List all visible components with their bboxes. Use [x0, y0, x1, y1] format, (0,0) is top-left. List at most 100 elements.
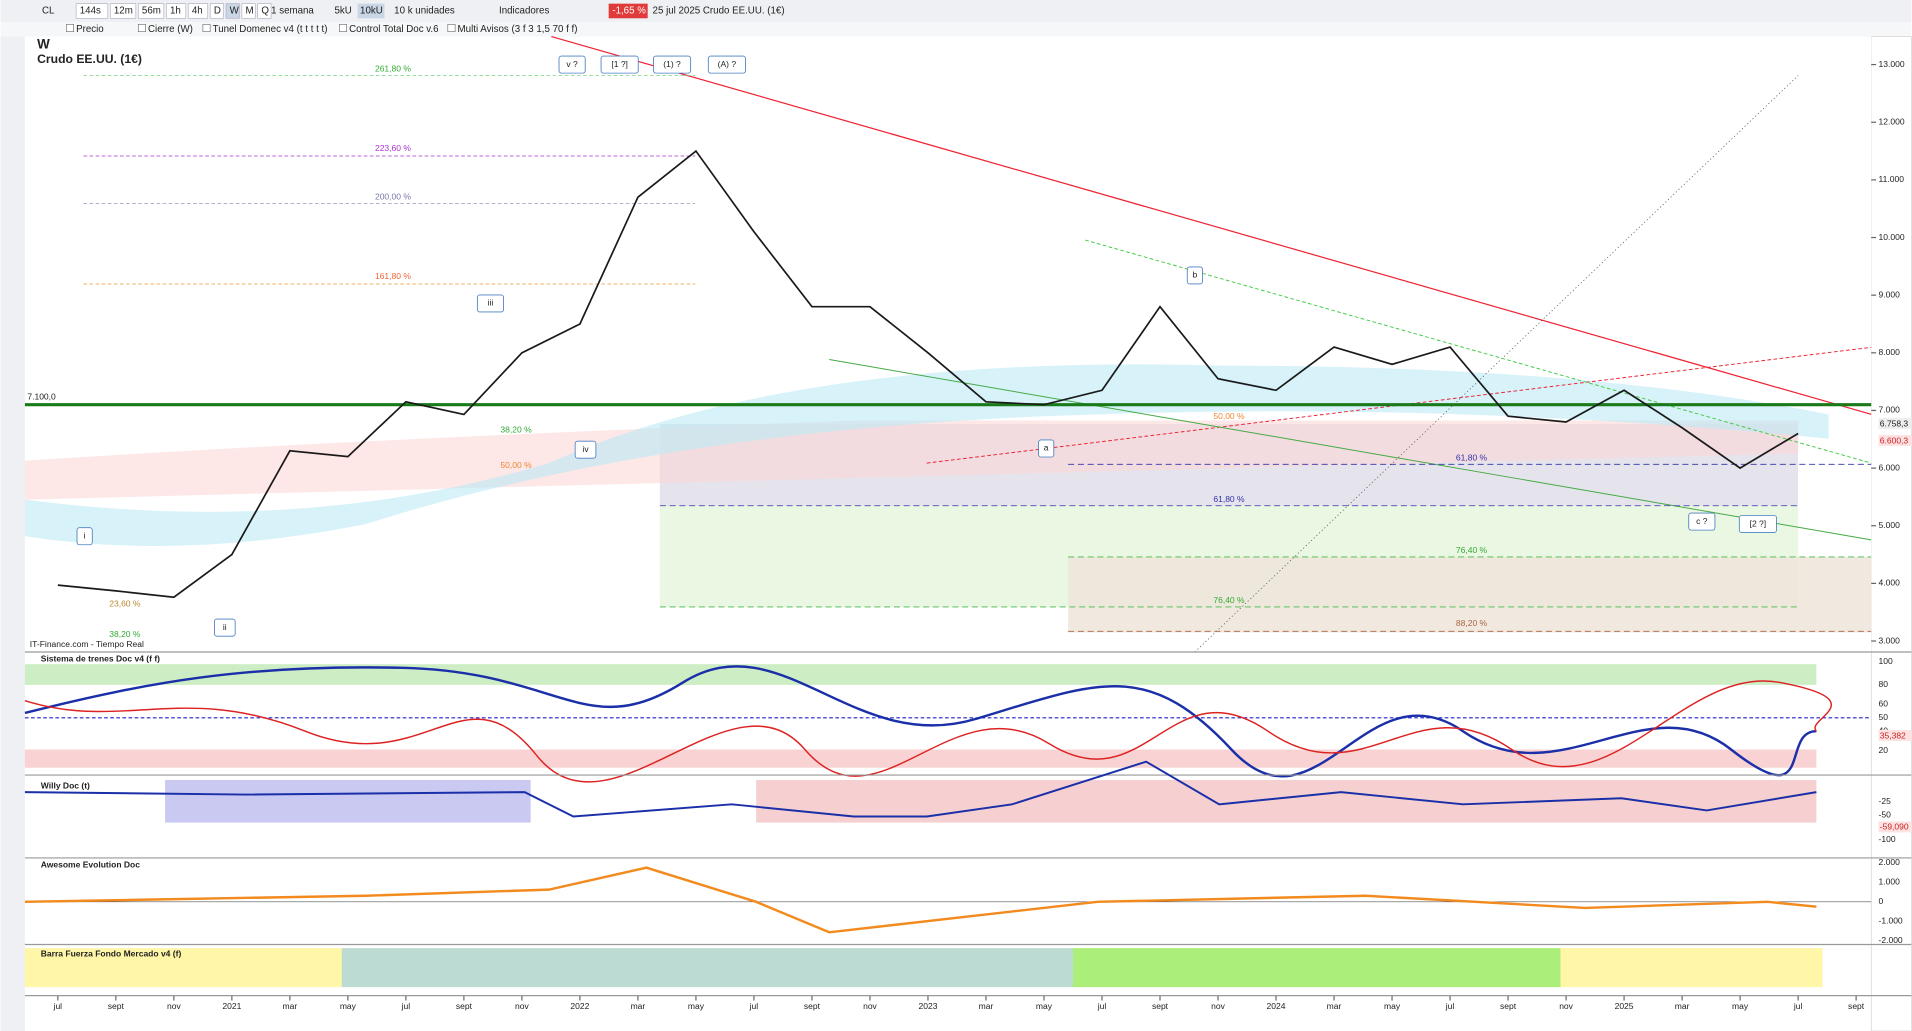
x-tick-label: may: [1384, 1001, 1401, 1011]
panel-tick-label: 60: [1879, 699, 1889, 709]
x-tick-label: jul: [53, 1001, 63, 1011]
indicator-toggle[interactable]: Precio: [76, 24, 104, 35]
x-tick-label: sept: [1500, 1001, 1517, 1011]
y-tick-label: 3.000: [1879, 635, 1901, 645]
price-line-series: [57, 149, 1799, 599]
trendline: [829, 359, 1872, 541]
panel-title: Willy Doc (t): [41, 780, 90, 790]
interval-button: [75, 3, 109, 19]
panel-tick-label: -2.000: [1879, 935, 1903, 945]
unit[interactable]: 5kU: [334, 6, 351, 17]
indicator-toggle[interactable]: Cierre (W): [148, 24, 193, 35]
wave-box: [1688, 512, 1716, 531]
wave-box: [558, 55, 586, 74]
period[interactable]: 1 semana: [271, 6, 314, 17]
interval[interactable]: D: [214, 6, 221, 17]
unit[interactable]: 10kU: [360, 6, 383, 17]
x-tick-label: mar: [1327, 1001, 1342, 1011]
interval[interactable]: Q: [261, 6, 269, 17]
x-tick-label: jul: [749, 1001, 759, 1011]
indicator-toggle[interactable]: Multi Avisos (3 f 3 1,5 70 f f): [458, 24, 578, 35]
y-tick-label: 8.000: [1879, 347, 1901, 357]
x-tick-label: mar: [283, 1001, 298, 1011]
chart-decor: [24, 35, 1872, 653]
x-tick-label: may: [1036, 1001, 1053, 1011]
interval-button: [225, 3, 240, 19]
x-tick-label: may: [688, 1001, 705, 1011]
wave-label: (A) ?: [718, 59, 737, 69]
interval[interactable]: 4h: [192, 6, 203, 17]
x-tick-label: jul: [401, 1001, 411, 1011]
x-tick-label: sept: [804, 1001, 821, 1011]
interval[interactable]: 144s: [80, 6, 101, 17]
y-tick-label: 6.000: [1879, 462, 1901, 472]
last-tag: [1878, 729, 1912, 741]
x-tick-label: mar: [979, 1001, 994, 1011]
fib-label: 61,80 %: [1456, 452, 1488, 462]
x-tick-label: 2024: [1267, 1001, 1286, 1011]
x-tick-label: nov: [515, 1001, 529, 1011]
y-tick-label: 7.000: [1879, 405, 1901, 415]
interval-button: [209, 3, 224, 19]
wave-label: v ?: [566, 59, 578, 69]
last-tag: [1878, 435, 1912, 447]
checkbox: [137, 24, 146, 32]
panel-tick-label: 20: [1879, 745, 1889, 755]
fib-label: 50,00 %: [1213, 411, 1245, 421]
band: [165, 779, 531, 823]
x-tick-label: may: [1732, 1001, 1749, 1011]
x-tick-label: 2022: [570, 1001, 589, 1011]
band: [1072, 948, 1561, 988]
fib-label: 76,40 %: [1456, 545, 1488, 555]
fib-label: 76,40 %: [1213, 595, 1245, 605]
wave-label: (1) ?: [663, 59, 681, 69]
fib-label: 61,80 %: [1213, 494, 1245, 504]
x-tick-label: 2021: [222, 1001, 241, 1011]
indicator-toggle[interactable]: Tunel Domenec v4 (t t t t t): [213, 24, 328, 35]
fib-label: 261,80 %: [375, 64, 411, 74]
price-axis: [1870, 36, 1912, 1031]
oscillator: [24, 680, 1833, 783]
wave-label: ii: [223, 622, 227, 632]
panel-last-label: -59,090: [1880, 822, 1909, 832]
oscillator: [24, 665, 1817, 778]
symbol[interactable]: CL: [42, 6, 55, 17]
x-tick-label: 2023: [918, 1001, 937, 1011]
checkbox: [66, 24, 74, 32]
interval[interactable]: 56m: [142, 6, 161, 17]
x-tick-label: sept: [108, 1001, 125, 1011]
oscillator: [24, 760, 1817, 818]
panel-tick-label: 100: [1879, 656, 1893, 666]
x-tick-label: mar: [631, 1001, 646, 1011]
panel-tick-label: 0: [1879, 896, 1884, 906]
indicator-toggle[interactable]: Control Total Doc v.6: [349, 24, 438, 35]
wave-label: iii: [488, 298, 494, 308]
info: 25 jul 2025 Crudo EE.UU. (1€): [653, 6, 785, 17]
interval[interactable]: W: [230, 6, 240, 17]
x-tick-label: sept: [1848, 1001, 1865, 1011]
y-tick-label: 4.000: [1879, 578, 1901, 588]
interval[interactable]: M: [246, 6, 254, 17]
panel-title: Awesome Evolution Doc: [41, 860, 140, 870]
fib-label: 161,80 %: [375, 271, 411, 281]
interval[interactable]: 1h: [170, 6, 181, 17]
wave-box: [214, 618, 236, 637]
band: [341, 948, 1073, 988]
wave-label: [1 ?]: [611, 59, 628, 69]
interval-button: [109, 3, 137, 19]
wave-box: [1738, 515, 1777, 533]
panel-title: Sistema de trenes Doc v4 (f f): [41, 654, 160, 664]
tool-sidebar: [0, 36, 25, 1031]
last-tag: [1878, 821, 1912, 833]
fib-label: 38,20 %: [109, 629, 141, 639]
wave-label: [2 ?]: [1750, 518, 1767, 528]
unit-select[interactable]: 10 k unidades: [394, 6, 455, 17]
interval-button: [165, 3, 187, 19]
y-tick-label: 10.000: [1879, 232, 1905, 242]
interval[interactable]: 12m: [114, 6, 133, 17]
zone: [1068, 556, 1872, 633]
x-tick-label: sept: [456, 1001, 473, 1011]
wave-label: iv: [582, 444, 589, 454]
wave-box: [1038, 439, 1055, 458]
indicators-button[interactable]: Indicadores: [499, 6, 549, 17]
